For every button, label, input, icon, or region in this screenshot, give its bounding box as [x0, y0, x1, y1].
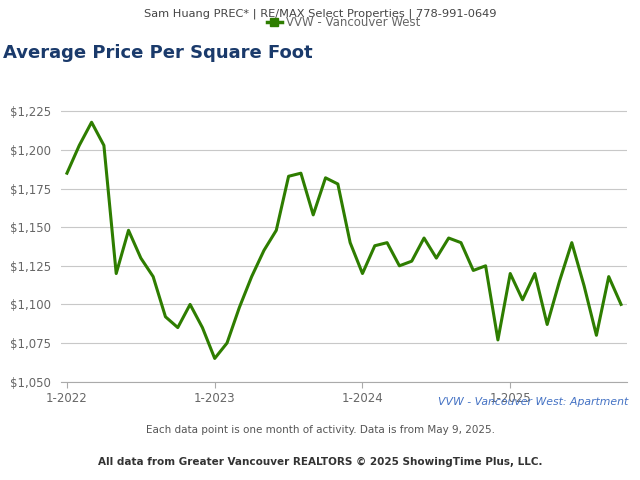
Text: All data from Greater Vancouver REALTORS © 2025 ShowingTime Plus, LLC.: All data from Greater Vancouver REALTORS… [98, 457, 542, 467]
Text: Average Price Per Square Foot: Average Price Per Square Foot [3, 44, 313, 62]
Text: Each data point is one month of activity. Data is from May 9, 2025.: Each data point is one month of activity… [145, 425, 495, 435]
Text: VVW - Vancouver West: Apartment: VVW - Vancouver West: Apartment [438, 397, 628, 408]
Legend: VVW - Vancouver West: VVW - Vancouver West [268, 16, 420, 29]
Text: Sam Huang PREC* | RE/MAX Select Properties | 778-991-0649: Sam Huang PREC* | RE/MAX Select Properti… [144, 9, 496, 19]
